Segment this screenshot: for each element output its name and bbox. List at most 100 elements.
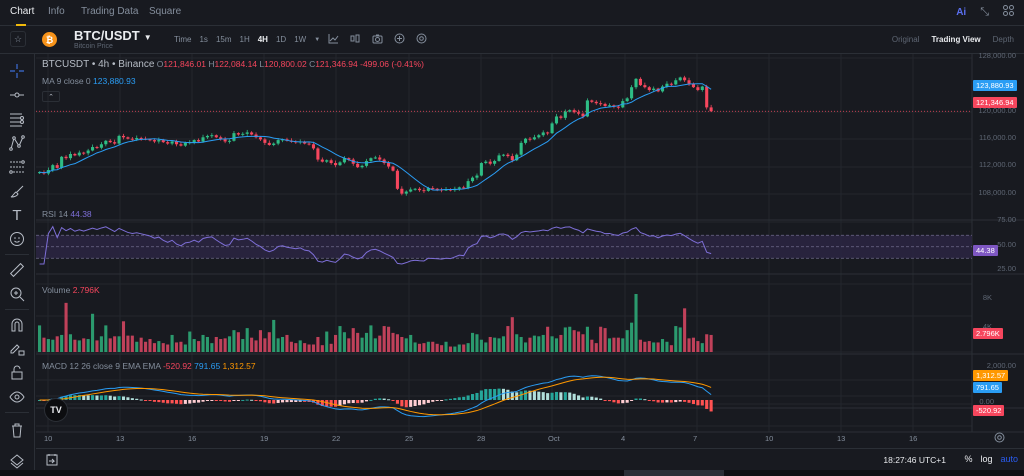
collapse-arrows-icon[interactable]: ⤡ [980, 5, 989, 18]
view-original[interactable]: Original [891, 35, 920, 44]
macd-line-tag: 791.65 [973, 382, 1002, 393]
top-navigation: Chart Info Trading Data Square Ai ⤡ [0, 0, 1024, 26]
emoji-tool-icon[interactable] [7, 230, 27, 248]
tab-trading-data[interactable]: Trading Data [81, 6, 139, 17]
close-price-tag: 121,346.94 [973, 97, 1017, 108]
toolbar-divider [5, 412, 29, 413]
drawing-toolbar: T [0, 54, 35, 476]
ma-price-tag: 123,880.93 [973, 80, 1017, 91]
text-tool-icon[interactable]: T [12, 206, 22, 224]
trash-icon[interactable] [7, 421, 27, 439]
horizontal-scrollbar-track[interactable] [0, 470, 1024, 476]
view-depth[interactable]: Depth [992, 35, 1014, 44]
parallel-lines-tool-icon[interactable] [7, 110, 27, 128]
zoom-in-tool-icon[interactable] [7, 285, 27, 303]
price-tick: 108,000.00 [978, 188, 1016, 197]
legend-high: 122,084.14 [214, 59, 258, 69]
macd-signal-value: 1,312.57 [222, 361, 256, 371]
tab-square[interactable]: Square [149, 6, 182, 17]
time-axis-label: 7 [693, 434, 698, 443]
symbol-subtitle[interactable]: Bitcoin Price [74, 43, 113, 50]
interval-4h[interactable]: 4H [257, 35, 268, 44]
symbol-selector[interactable]: BTC/USDT ▼ [74, 28, 152, 43]
horizontal-line-tool-icon[interactable] [7, 86, 27, 104]
toolbar-divider [5, 254, 29, 255]
favorite-star-icon[interactable]: ☆ [10, 31, 26, 47]
tab-info[interactable]: Info [48, 6, 65, 17]
crosshair-icon[interactable] [7, 62, 27, 80]
volume-tick: 8K [982, 293, 992, 302]
volume-tick: 4K [982, 322, 992, 331]
bitcoin-logo-icon: ₿ [42, 32, 57, 47]
interval-label[interactable]: Time [174, 35, 192, 44]
settings-icon[interactable] [416, 33, 427, 47]
legend-open: 121,846.01 [163, 59, 206, 69]
chart-canvas[interactable] [36, 54, 1024, 454]
ai-button[interactable]: Ai [956, 6, 967, 18]
auto-scale-toggle[interactable]: auto [1000, 454, 1018, 464]
rsi-legend[interactable]: RSI 14 44.38 [42, 209, 92, 219]
tradingview-logo[interactable]: TV [44, 398, 68, 422]
rsi-tick: 50.00 [997, 240, 1016, 249]
macd-hist-tag: -520.92 [973, 405, 1005, 416]
interval-more-caret-icon[interactable]: ▼ [314, 36, 321, 43]
fib-tool-icon[interactable] [7, 158, 27, 176]
time-axis-label: Oct [548, 434, 560, 443]
time-axis-label: 10 [44, 434, 53, 443]
ohlc-legend: BTCUSDT • 4h • Binance O121,846.01 H122,… [42, 59, 424, 70]
horizontal-scrollbar-thumb[interactable] [624, 470, 724, 476]
legend-title: BTCUSDT • 4h • Binance [42, 59, 155, 70]
chart-settings-icon[interactable] [994, 432, 1005, 446]
volume-value: 2.796K [72, 285, 100, 295]
macd-legend[interactable]: MACD 12 26 close 9 EMA EMA -520.92 791.6… [42, 361, 256, 371]
ruler-tool-icon[interactable] [7, 261, 27, 279]
chart-svg[interactable] [36, 54, 1024, 454]
percent-scale-toggle[interactable]: % [964, 454, 973, 464]
chart-type-icon[interactable] [328, 33, 339, 47]
tab-chart[interactable]: Chart [10, 6, 35, 17]
indicators-icon[interactable] [350, 33, 361, 47]
go-to-date-icon[interactable] [46, 453, 58, 471]
lock-drawings-icon[interactable] [7, 340, 27, 358]
layers-icon[interactable] [7, 452, 27, 470]
rsi-tag: 44.38 [973, 245, 998, 256]
interval-1w[interactable]: 1W [294, 35, 307, 44]
macd-tick: 0.00 [979, 397, 994, 406]
chart-bottom-bar: 18:27:46 UTC+1 % log auto [36, 448, 1024, 470]
price-tick: 116,000.00 [979, 133, 1016, 142]
clock-timezone[interactable]: 18:27:46 UTC+1 [883, 455, 946, 465]
visibility-eye-icon[interactable] [7, 388, 27, 406]
symbol-toolbar: ☆ ₿ BTC/USDT ▼ Bitcoin Price Time 1s 15m … [0, 26, 1024, 54]
price-tick: 120,000.00 [978, 106, 1016, 115]
price-tick: 128,000.00 [978, 51, 1016, 60]
volume-legend[interactable]: Volume 2.796K [42, 285, 100, 295]
time-axis-label: 10 [765, 434, 774, 443]
rsi-value: 44.38 [70, 209, 92, 219]
price-tick: 112,000.00 [979, 160, 1016, 169]
rsi-tick: 75.00 [997, 215, 1016, 224]
active-tab-indicator [16, 24, 26, 26]
legend-close: 121,346.94 [315, 59, 358, 69]
ma-value: 123,880.93 [93, 76, 136, 86]
magnet-icon[interactable] [7, 316, 27, 334]
interval-1h[interactable]: 1H [239, 35, 250, 44]
layout-grid-icon[interactable] [1003, 5, 1014, 19]
interval-1d[interactable]: 1D [275, 35, 287, 44]
log-scale-toggle[interactable]: log [980, 454, 993, 464]
caret-down-icon: ▼ [143, 33, 152, 42]
view-trading-view[interactable]: Trading View [931, 35, 981, 44]
ma-legend[interactable]: MA 9 close 0 123,880.93 [42, 76, 136, 86]
unlock-icon[interactable] [7, 364, 27, 382]
pattern-tool-icon[interactable] [7, 134, 27, 152]
time-axis-label: 19 [260, 434, 269, 443]
interval-15m[interactable]: 15m [215, 35, 232, 44]
collapse-legend-button[interactable]: ⌃ [42, 91, 60, 102]
add-circle-icon[interactable] [394, 33, 405, 47]
interval-1s[interactable]: 1s [199, 35, 208, 44]
time-axis-label: 25 [405, 434, 414, 443]
camera-icon[interactable] [372, 33, 383, 47]
brush-tool-icon[interactable] [7, 182, 27, 200]
time-axis-label: 16 [188, 434, 197, 443]
time-axis-label: 13 [116, 434, 125, 443]
legend-change: -499.06 (-0.41%) [360, 59, 424, 69]
